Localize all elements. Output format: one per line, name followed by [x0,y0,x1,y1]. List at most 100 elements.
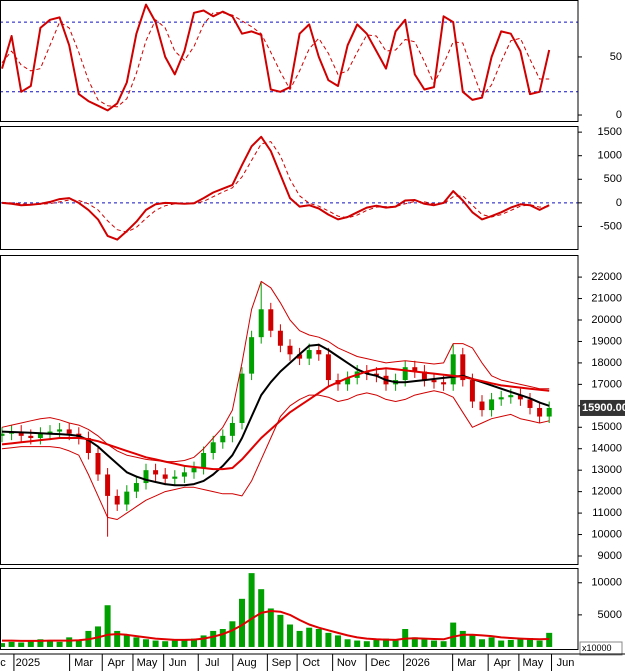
volume-bar [479,639,485,647]
series-line [1,12,550,108]
y-tick-label: 9000 [598,550,622,562]
x-tick-label: Oct [303,657,320,669]
volume-bar [162,641,169,647]
series-line [1,280,550,463]
candle-body [316,350,322,355]
volume-bar [469,635,476,647]
volume-bar [229,621,236,647]
volume-bar [450,622,457,647]
y-tick-label: 21000 [591,292,622,304]
volume-bar [507,639,514,647]
panel-frame [0,0,579,122]
y-tick-label: 500 [604,173,622,185]
y-tick-label: 0 [616,197,622,209]
y-tick-label: 0 [616,109,622,121]
candle-body [210,442,216,454]
series-line [1,390,550,520]
candle-body [172,476,178,479]
candle-body [239,373,245,423]
volume-bar [75,640,82,647]
candle-body [345,377,351,385]
candle-body [373,373,379,376]
volume-bar [354,640,361,647]
volume-bar [373,639,380,647]
candle-body [37,433,43,438]
candle-body [181,472,187,477]
candle-body [133,483,139,492]
y-tick-label: 14000 [591,443,622,455]
x-tick-label: Apr [108,657,125,669]
candle-body [287,345,293,355]
volume-bar [152,640,159,647]
candle-body [220,435,226,443]
panel-frame [0,255,579,565]
volume-bar [296,630,303,647]
candle-body [508,395,514,398]
candle-body [66,429,72,434]
candle-body [143,470,149,484]
volume-bar [383,638,389,647]
panel-frame [0,126,579,250]
volume-bar [517,638,524,647]
candle-body [489,399,495,411]
volume-bar [104,605,111,647]
candle-body [297,354,303,359]
volume-bar [325,632,332,647]
candle-body [201,453,207,469]
volume-bar [440,641,447,647]
candle-body [28,435,34,438]
y-tick-label: 1000 [598,150,622,162]
candle-body [412,367,418,372]
volume-bar [536,640,543,647]
volume-bar [171,640,178,647]
candle-body [421,371,427,381]
candle-body [546,407,552,417]
x-tick-label: May [522,657,543,669]
candle-body [105,474,111,496]
x-tick-label: c [0,657,6,669]
candle-body [258,309,264,338]
last-price-box [580,399,625,416]
volume-bar [258,589,265,647]
candle-body [95,453,101,475]
volume-bar [267,608,274,647]
volume-bar [181,639,188,647]
volume-bar [421,639,428,647]
candle-body [306,350,312,359]
y-tick-label: 13000 [591,464,622,476]
volume-bar [123,635,130,647]
y-tick-label: 1500 [598,126,622,138]
candle-body [431,380,437,383]
volume-bar [18,642,25,647]
x-tick-label: Sep [272,657,292,669]
volume-bar [210,630,217,647]
candle-body [162,474,168,479]
candle-body [325,354,331,381]
y-tick-label: 5000 [598,609,622,621]
volume-bar [219,629,226,647]
x-tick-label: Mar [457,657,476,669]
panel [0,135,578,241]
volume-bar [344,639,351,647]
volume-bar [488,637,495,647]
candle-body [479,401,485,411]
volume-bar [287,624,293,647]
volume-bar [498,640,505,647]
volume-bar [411,637,418,647]
volume-bar [527,637,533,647]
x-tick-label: Jun [557,657,575,669]
candle-body [114,495,120,505]
y-tick-label: -500 [600,220,622,232]
candle-body [47,431,53,434]
panel-frame [0,568,579,650]
y-tick-label: 50 [610,51,622,63]
volume-bar [306,627,313,647]
candle-body [124,491,130,505]
volume-bar [114,630,121,647]
x-tick-label: Nov [337,657,357,669]
candle-body [191,468,197,473]
volume-bar [27,641,34,647]
x-tick-label: Dec [370,657,390,669]
volume-bar [66,637,73,647]
